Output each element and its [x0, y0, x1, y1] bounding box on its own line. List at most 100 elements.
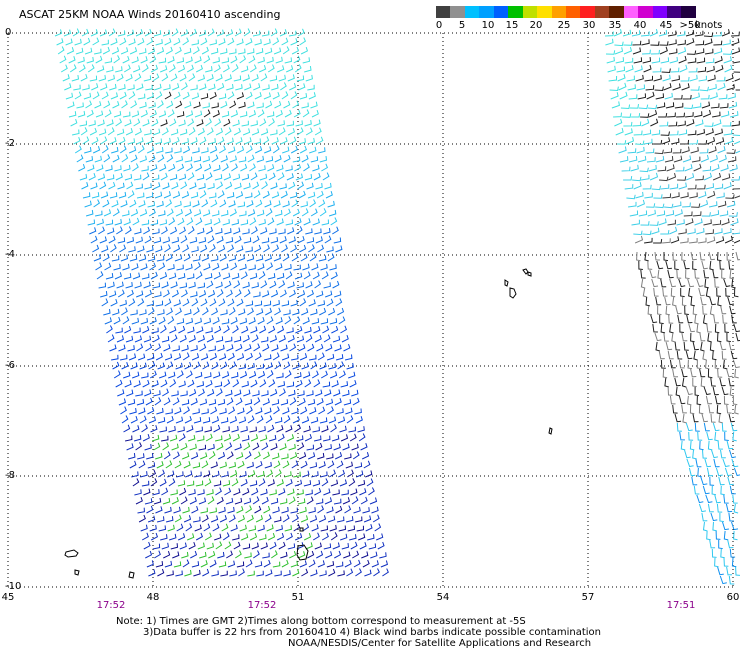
wind-barb [147, 201, 155, 208]
wind-barb [187, 434, 196, 442]
wind-barb [156, 47, 165, 55]
wind-barb [121, 154, 129, 163]
wind-barb [265, 569, 273, 577]
wind-barb [305, 334, 313, 343]
wind-barb [238, 48, 246, 55]
wind-barb [97, 65, 105, 73]
wind-barb [161, 542, 169, 550]
wind-barb [221, 471, 229, 478]
wind-barb [113, 110, 122, 118]
wind-barb [210, 199, 218, 208]
wind-barb [685, 218, 694, 226]
wind-barb [318, 147, 326, 154]
wind-barb [257, 109, 265, 118]
wind-barb [651, 57, 661, 64]
wind-barb [249, 217, 257, 226]
wind-barb [259, 118, 267, 127]
wind-barb [107, 227, 115, 235]
wind-barb [252, 442, 260, 451]
wind-barb [669, 130, 679, 136]
wind-barb [699, 368, 706, 378]
wind-barb [642, 230, 652, 236]
wind-barb [298, 138, 306, 145]
wind-barb [660, 230, 670, 235]
wind-barb [292, 415, 300, 424]
wind-barb [217, 136, 225, 145]
wind-barb [269, 541, 277, 550]
wind-barb [733, 530, 738, 541]
wind-barb [130, 309, 138, 316]
wind-barb [664, 377, 669, 388]
wind-barb [691, 203, 701, 208]
wind-barb [302, 109, 310, 118]
wind-barb [249, 426, 257, 433]
wind-barb [157, 417, 166, 424]
wind-barb [155, 561, 164, 568]
wind-barb [204, 163, 212, 172]
wind-barb [152, 489, 160, 496]
wind-barb [296, 127, 304, 136]
wind-barb [198, 290, 207, 298]
wind-barb [146, 560, 154, 568]
wind-barb [651, 227, 660, 235]
wind-barb [239, 524, 247, 532]
wind-barb [103, 100, 111, 109]
wind-barb [201, 460, 209, 469]
wind-barb [161, 226, 168, 235]
wind-barb [667, 30, 677, 37]
wind-barb [242, 128, 251, 136]
wind-barb [686, 119, 695, 127]
wind-barb [671, 75, 680, 82]
wind-barb [226, 192, 235, 199]
wind-barb [296, 542, 304, 550]
wind-barb [194, 317, 202, 325]
wind-barb [716, 503, 723, 513]
wind-barb [655, 155, 665, 163]
wind-barb [720, 110, 730, 118]
wind-barb [267, 164, 275, 172]
wind-barb [181, 191, 190, 199]
wind-barb [156, 407, 164, 415]
wind-barb [285, 219, 294, 226]
wind-barb [267, 64, 275, 73]
wind-barb [98, 226, 105, 235]
wind-barb [625, 65, 634, 73]
wind-barb [137, 145, 145, 154]
wind-barb [175, 208, 184, 217]
wind-barb [675, 166, 685, 172]
wind-barb [285, 478, 293, 487]
wind-barb [330, 532, 338, 541]
wind-barb [100, 191, 109, 199]
wind-barb [353, 506, 361, 514]
wind-barb [276, 479, 284, 487]
wind-barb [127, 345, 135, 352]
wind-barb [223, 434, 232, 442]
wind-barb [234, 182, 242, 190]
wind-barb [279, 498, 288, 505]
wind-barb [137, 298, 145, 307]
wind-barb [319, 307, 327, 316]
wind-barb [700, 377, 706, 388]
wind-barb [83, 37, 91, 46]
wind-barb [194, 524, 202, 532]
wind-barb [240, 163, 248, 172]
wind-barb [669, 395, 676, 405]
wind-barb [115, 379, 123, 388]
wind-barb [726, 404, 732, 414]
wind-barb [120, 254, 129, 262]
wind-barb [322, 325, 330, 334]
wind-barb [204, 273, 213, 280]
wind-barb [728, 413, 735, 423]
wind-barb [319, 570, 327, 577]
wind-barb [209, 353, 218, 361]
wind-barb [705, 395, 713, 405]
wind-barb [286, 327, 294, 334]
wind-barb [245, 145, 253, 154]
wind-barb [273, 254, 281, 262]
wind-barb [257, 263, 265, 271]
wind-barb [264, 146, 272, 154]
wind-barb [345, 461, 353, 469]
wind-barb [177, 426, 185, 433]
wind-barb [147, 255, 156, 262]
wind-barb [325, 398, 334, 406]
